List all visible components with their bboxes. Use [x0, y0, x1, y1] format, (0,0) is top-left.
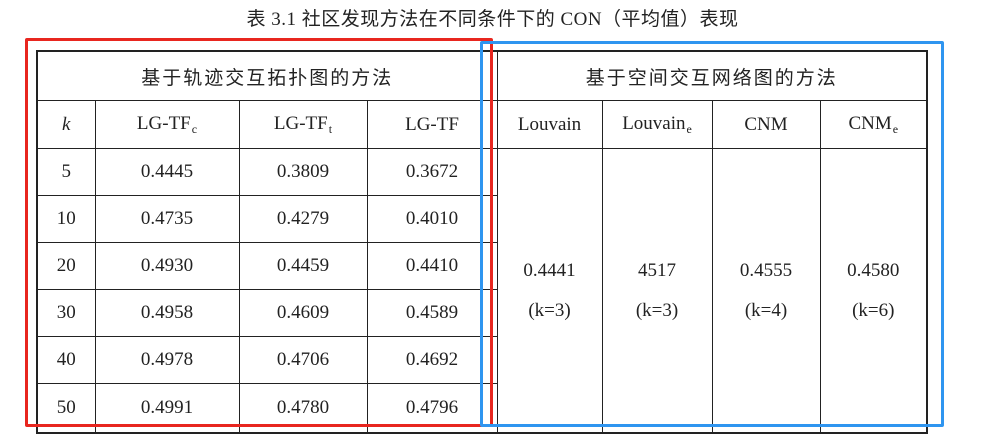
merged-louvaine: 4517 (k=3)	[601, 148, 713, 434]
cell-lgtf: 0.4410	[366, 242, 498, 290]
cell-lgtfc: 0.4445	[94, 148, 240, 196]
left-group-highlight-box	[25, 38, 493, 427]
right-group-highlight-box	[480, 41, 944, 427]
cell-lgtf: 0.3672	[366, 148, 498, 196]
header-cnm: CNM	[711, 100, 821, 149]
table-row: 5 0.4445 0.3809 0.3672 0.4441 (k=3) 4517(…	[36, 148, 928, 434]
cell-lgtf: 0.4692	[366, 336, 498, 384]
merged-cnm: 0.4555 (k=4)	[711, 148, 821, 434]
column-header-row: k LG-TFc LG-TFt LG-TF Louvain Louvaine C…	[36, 100, 928, 149]
cell-lgtfc: 0.4978	[94, 336, 240, 384]
cell-lgtft: 0.4706	[238, 336, 368, 384]
header-lgtf: LG-TF	[366, 100, 498, 149]
header-louvain: Louvain	[496, 100, 603, 149]
header-cnme: CNMe	[819, 100, 928, 149]
table-row: 20 0.4930 0.4459 0.4410	[36, 242, 927, 290]
merged-louvain: 0.4441 (k=3)	[496, 148, 603, 434]
cell-k: 40	[36, 336, 96, 384]
cell-k: 5	[36, 148, 96, 196]
cell-lgtft: 0.3809	[238, 148, 368, 196]
cell-lgtf: 0.4010	[366, 195, 498, 243]
cell-k: 10	[36, 195, 96, 243]
cell-lgtft: 0.4279	[238, 195, 368, 243]
header-lgtft: LG-TFt	[238, 100, 368, 149]
header-lgtfc: LG-TFc	[94, 100, 240, 149]
merged-cnme: 0.4580 (k=6)	[819, 148, 928, 434]
table-row: 40 0.4978 0.4706 0.4692	[36, 336, 927, 384]
cell-lgtft: 0.4459	[238, 242, 368, 290]
table-caption: 表 3.1 社区发现方法在不同条件下的 CON（平均值）表现	[246, 9, 739, 30]
header-louvaine: Louvaine	[601, 100, 713, 149]
group-header-row: 基于轨迹交互拓扑图的方法 基于空间交互网络图的方法	[36, 50, 928, 101]
group-header-trajectory: 基于轨迹交互拓扑图的方法	[36, 50, 498, 101]
cell-lgtf: 0.4589	[366, 289, 498, 337]
cell-k: 20	[36, 242, 96, 290]
table-row: 30 0.4958 0.4609 0.4589	[36, 289, 927, 337]
table-row: 10 0.4735 0.4279 0.4010	[36, 195, 927, 243]
results-table: 基于轨迹交互拓扑图的方法 基于空间交互网络图的方法 k LG-TFc LG-TF…	[36, 50, 929, 434]
cell-lgtfc: 0.4735	[94, 195, 240, 243]
cell-lgtfc: 0.4930	[94, 242, 240, 290]
group-header-spatial: 基于空间交互网络图的方法	[496, 50, 928, 101]
